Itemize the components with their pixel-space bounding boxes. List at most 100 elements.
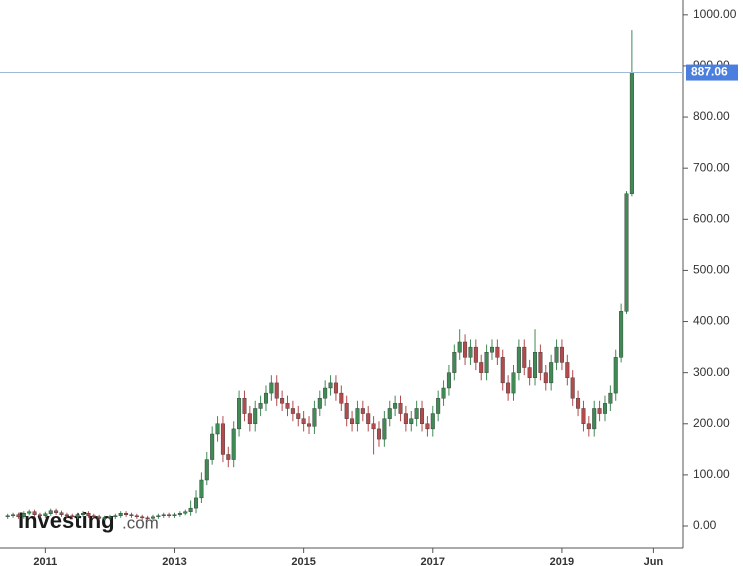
candle-body [549,362,554,384]
candle-body [629,72,634,194]
price-tag [686,64,738,81]
candle-body [619,311,624,358]
candle-body [124,513,129,515]
candle-body [194,497,199,509]
candle-body [393,403,398,409]
candle-body [339,392,344,404]
candle-body [463,341,468,358]
candle-body [204,459,209,481]
candle-body [608,392,613,404]
candle-body [344,403,349,419]
candle-body [543,372,548,384]
candle-body [27,511,32,514]
candle-body [333,382,338,394]
candle-body [91,515,96,518]
candle-body [134,515,139,518]
candle-body [156,515,161,518]
candle-body [624,193,629,312]
candle-body [500,357,505,384]
candle-body [48,510,53,514]
y-tick-label: 100.00 [693,467,730,481]
candle-body [533,352,538,378]
candle-body [516,346,521,373]
candle-body [441,387,446,399]
candle-body [420,408,425,424]
candle-body [145,517,150,520]
candle-body [457,341,462,353]
candle-body [613,357,618,394]
candle-body [409,418,414,424]
x-tick-label: 2017 [421,556,445,566]
candle-body [70,515,75,518]
candle-body [473,346,478,363]
candle-body [188,507,193,512]
candle-body [280,398,285,404]
candle-body [430,413,435,430]
candle-body [479,362,484,373]
candle-body [253,408,258,424]
candle-body [16,514,21,518]
candle-body [215,423,220,435]
candle-body [425,423,430,430]
candle-body [220,423,225,455]
candle-body [161,514,166,516]
candle-body [366,413,371,424]
y-tick-label: 500.00 [693,263,730,277]
candle-body [522,346,527,368]
candle-body [81,513,86,515]
candle-body [506,382,511,394]
candle-body [565,362,570,378]
candle-body [11,514,16,516]
y-tick-label: 800.00 [693,109,730,123]
candle-body [403,413,408,424]
candle-body [581,408,586,424]
candle-body [210,433,215,460]
candle-body [242,398,247,414]
candle-body [59,512,64,515]
candle-body [576,398,581,409]
candle-body [484,352,489,373]
candle-body [172,514,177,516]
candle-body [355,408,360,424]
candle-body [570,377,575,399]
candle-body [285,403,290,409]
candle-body [64,514,69,516]
candle-body [468,346,473,358]
candle-body [387,408,392,419]
watermark: Investing [18,508,115,533]
candle-body [446,372,451,389]
candle-body [269,382,274,394]
candle-body [75,514,80,518]
candle-body [237,398,242,430]
y-tick-label: 200.00 [693,416,730,430]
candle-body [32,511,37,515]
candle-body [97,516,102,519]
x-tick-label: 2013 [162,556,186,566]
candle-body [436,398,441,414]
candle-body [452,352,457,373]
candle-body [296,413,301,419]
candle-body [107,516,112,519]
candle-body [317,398,322,409]
candle-body [592,408,597,430]
y-tick-label: 400.00 [693,314,730,328]
candle-body [382,418,387,440]
candle-body [398,403,403,414]
candle-body [177,513,182,515]
candle-body [37,514,42,516]
candle-body [226,454,231,460]
y-tick-label: 700.00 [693,160,730,174]
candle-body [371,423,376,430]
candle-body [307,423,312,427]
candle-body [199,479,204,499]
x-tick-label: 2015 [291,556,315,566]
watermark-suffix: .com [122,513,159,532]
candle-body [323,387,328,399]
candle-body [167,514,172,516]
candle-body [258,403,263,409]
candle-body [328,382,333,389]
candle-body [5,515,10,518]
candle-body [350,418,355,424]
y-tick-label: 0.00 [693,518,717,532]
